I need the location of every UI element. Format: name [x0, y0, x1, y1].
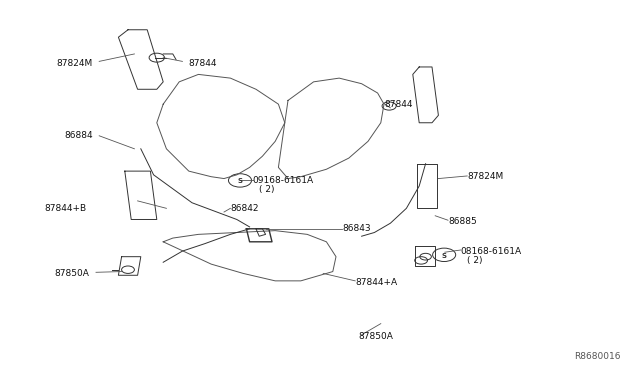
Text: S: S: [442, 253, 447, 259]
Text: 87850A: 87850A: [55, 269, 90, 278]
Text: 86884: 86884: [64, 131, 93, 140]
Text: 87824M: 87824M: [467, 172, 504, 181]
Text: 87824M: 87824M: [56, 59, 93, 68]
Text: ( 2): ( 2): [259, 185, 275, 194]
Text: 87844: 87844: [189, 59, 218, 68]
Text: 86885: 86885: [448, 217, 477, 226]
Text: 09168-6161A: 09168-6161A: [253, 176, 314, 185]
Text: R8680016: R8680016: [574, 352, 621, 361]
Text: 08168-6161A: 08168-6161A: [461, 247, 522, 256]
Text: S: S: [237, 178, 243, 184]
Text: 86843: 86843: [342, 224, 371, 233]
Text: 87850A: 87850A: [358, 332, 393, 341]
Text: ( 2): ( 2): [467, 256, 483, 265]
Text: 87844: 87844: [384, 100, 413, 109]
Text: 87844+B: 87844+B: [44, 204, 86, 213]
Text: 86842: 86842: [230, 204, 259, 213]
Text: 87844+A: 87844+A: [355, 278, 397, 287]
